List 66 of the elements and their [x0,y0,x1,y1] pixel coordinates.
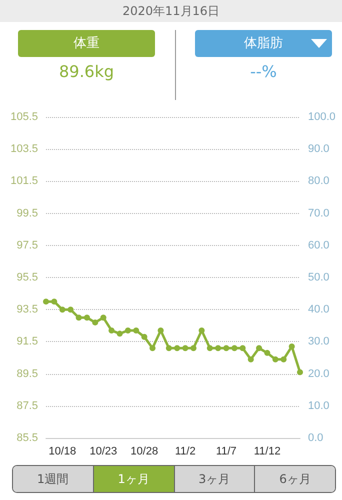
point [223,345,230,352]
text: 89.6kg [58,62,116,81]
point [166,345,172,352]
point [133,327,140,334]
point [84,314,90,321]
point [280,356,287,362]
x-tick-label: 11/2 [174,446,196,458]
y-tick-label: 99.5 [16,207,38,220]
point [240,345,246,352]
point [215,345,222,352]
point [190,345,196,352]
point [264,350,270,356]
y2-tick-label: 0.0 [308,432,324,444]
point [231,345,238,352]
x-tick-label: 11/12 [254,446,281,458]
point [108,327,115,334]
point [174,345,180,352]
point [256,345,262,352]
point [59,306,66,313]
point [43,298,49,305]
y-tick-label: 87.5 [16,400,38,412]
y2-tick-label: 70.0 [308,207,330,220]
point [68,306,74,313]
point [141,334,148,340]
y-tick-label: 101.5 [10,175,38,188]
point [206,345,213,352]
text: 3ヶ月 [174,466,254,492]
x-tick-label: 11/7 [216,446,237,458]
x-tick-label: 10/28 [130,446,158,458]
text: 1週間 [13,466,93,492]
y-tick-label: 89.5 [16,368,38,380]
text: 1ヶ月 [92,466,174,492]
text: 体脂肪 [195,30,332,57]
point [272,356,278,362]
y2-tick-label: 100.0 [308,111,336,123]
point [150,345,156,352]
y-tick-label: 97.5 [16,239,38,252]
point [51,298,58,305]
y2-tick-label: 30.0 [308,336,330,348]
point [100,314,106,321]
y2-tick-label: 10.0 [308,400,330,412]
y2-tick-label: 20.0 [308,368,330,380]
point [248,356,254,362]
text: 体重 [18,30,155,57]
text: --% [249,62,278,81]
y2-tick-label: 80.0 [308,175,330,188]
chart-title: 2020年11月16日 [0,0,342,22]
y-tick-label: 91.5 [16,336,38,348]
point [76,314,82,321]
point [116,330,123,337]
point [92,319,98,326]
y-tick-label: 105.5 [10,111,38,123]
y2-tick-label: 50.0 [308,272,330,284]
point [182,345,188,352]
y-tick-label: 103.5 [10,143,38,156]
point [124,327,131,334]
y2-tick-label: 60.0 [308,239,330,252]
y2-tick-label: 40.0 [308,304,330,316]
x-tick-label: 10/23 [90,446,118,458]
x-tick-label: 10/18 [48,446,76,458]
y-tick-label: 95.5 [16,272,38,284]
y-tick-label: 85.5 [16,432,38,444]
text: 6ヶ月 [254,466,335,492]
point [297,369,303,376]
y2-tick-label: 90.0 [308,143,330,156]
y-tick-label: 93.5 [16,304,38,316]
